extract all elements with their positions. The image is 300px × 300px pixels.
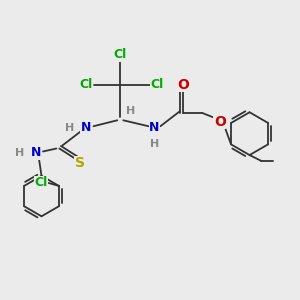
Text: S: S xyxy=(75,156,85,170)
Text: N: N xyxy=(149,121,160,134)
Text: O: O xyxy=(214,115,226,129)
Text: Cl: Cl xyxy=(80,78,93,91)
Text: Cl: Cl xyxy=(151,78,164,91)
Text: O: O xyxy=(177,78,189,92)
Text: H: H xyxy=(65,123,74,133)
Text: Cl: Cl xyxy=(34,176,48,190)
Text: N: N xyxy=(30,146,41,160)
Text: Cl: Cl xyxy=(114,48,127,62)
Text: H: H xyxy=(126,106,135,116)
Text: H: H xyxy=(150,139,159,149)
Text: N: N xyxy=(81,121,91,134)
Text: H: H xyxy=(15,148,24,158)
